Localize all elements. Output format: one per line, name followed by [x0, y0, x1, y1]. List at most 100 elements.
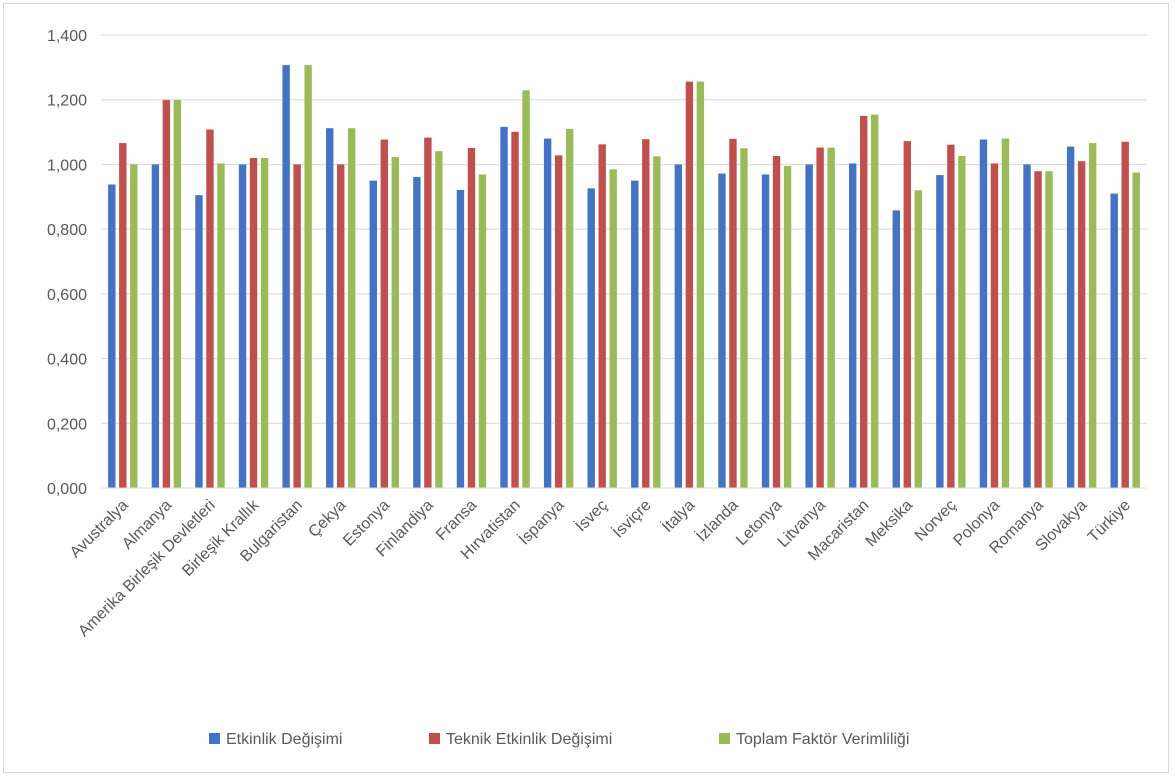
bar: [456, 189, 465, 488]
bar: [642, 139, 650, 488]
x-tick-label: İsveç: [571, 495, 611, 535]
legend-swatch: [429, 733, 440, 744]
legend-swatch: [719, 733, 730, 744]
bar-chart: 0,000 0,200 0,400 0,600 0,800 1,000 1,200 1,400…: [47, 28, 1147, 748]
legend: Etkinlik Değişimi Teknik Etkinlik Değişim…: [209, 731, 909, 748]
bar: [1121, 141, 1129, 488]
bar: [151, 164, 160, 488]
bar: [816, 147, 824, 489]
x-tick-label: Avustralya: [67, 497, 132, 562]
bar: [1077, 161, 1086, 488]
bar: [195, 195, 203, 489]
bar: [293, 164, 301, 488]
legend-label: Etkinlik Değişimi: [226, 731, 342, 748]
bar: [1110, 193, 1118, 489]
bar: [958, 156, 966, 488]
bar: [1066, 146, 1075, 488]
bar: [990, 163, 999, 488]
bar: [369, 180, 377, 488]
legend-swatch: [209, 733, 220, 744]
bar: [326, 128, 334, 488]
bar: [914, 190, 922, 489]
bar: [685, 81, 694, 488]
bar: [337, 164, 345, 488]
bar: [173, 100, 182, 489]
bar: [1132, 172, 1140, 488]
bar: [424, 137, 432, 488]
bar: [860, 115, 868, 489]
x-tick-label: Meksika: [863, 497, 917, 551]
bar: [871, 114, 879, 488]
bar: [772, 156, 781, 488]
bar: [478, 174, 487, 488]
chart-frame: 0,000 0,200 0,400 0,600 0,800 1,000 1,200 1,400…: [3, 3, 1169, 773]
gridlines: [101, 34, 1147, 424]
y-tick-label: 0,600: [47, 287, 87, 304]
bar: [783, 166, 792, 488]
x-tick-label: İtalya: [658, 495, 699, 536]
bar: [936, 175, 944, 488]
bar: [249, 157, 258, 488]
bar: [348, 128, 356, 488]
bar: [543, 138, 552, 489]
bar: [435, 151, 443, 488]
y-tick-label: 1,200: [47, 93, 87, 110]
bar: [1001, 138, 1010, 489]
bar: [413, 177, 421, 488]
bar: [979, 139, 988, 489]
bar: [554, 155, 563, 488]
bar: [598, 144, 606, 489]
bar: [903, 141, 911, 489]
y-axis-ticks: 0,000 0,200 0,400 0,600 0,800 1,000 1,200 1,400: [47, 28, 87, 498]
bar: [761, 174, 770, 488]
bar: [1034, 171, 1042, 488]
bar: [217, 163, 225, 488]
x-tick-label: Türkiye: [1085, 497, 1134, 546]
bar: [565, 128, 574, 488]
bar: [260, 157, 269, 488]
bar: [718, 173, 726, 488]
legend-label: Toplam Faktör Verimliliği: [736, 731, 909, 748]
bar: [391, 156, 399, 488]
bar: [653, 156, 661, 488]
bar: [849, 163, 857, 488]
y-tick-label: 0,200: [47, 416, 87, 433]
bar: [805, 164, 813, 488]
bar: [500, 126, 508, 488]
bar: [1023, 164, 1031, 488]
bar: [609, 169, 617, 488]
bars: [108, 65, 1140, 489]
bar: [206, 129, 214, 488]
y-tick-label: 0,800: [47, 222, 87, 239]
bar: [696, 81, 705, 488]
y-tick-label: 1,400: [47, 28, 87, 45]
x-tick-label: Birleşik Krallık: [179, 496, 263, 580]
bar: [380, 139, 388, 489]
legend-label: Teknik Etkinlik Değişimi: [446, 731, 612, 748]
bar: [130, 164, 138, 488]
bar: [947, 144, 955, 488]
bar: [729, 138, 737, 488]
bar: [1088, 143, 1097, 488]
y-tick-label: 0,000: [47, 481, 87, 498]
bar: [119, 143, 127, 488]
bar: [282, 65, 290, 488]
bar: [674, 164, 683, 488]
x-tick-label: İsviçre: [608, 495, 654, 541]
bar: [522, 90, 530, 488]
bar: [108, 184, 116, 489]
x-tick-label: İspanya: [514, 495, 567, 548]
bar: [740, 148, 748, 488]
bar: [631, 180, 639, 488]
y-tick-label: 1,000: [47, 157, 87, 174]
y-tick-label: 0,400: [47, 352, 87, 369]
bar: [587, 188, 595, 488]
bar: [511, 131, 519, 488]
bar: [892, 210, 900, 488]
bar: [1045, 171, 1053, 488]
bar: [304, 65, 312, 488]
bar: [238, 164, 247, 488]
bar: [467, 147, 476, 488]
bar: [162, 100, 171, 489]
